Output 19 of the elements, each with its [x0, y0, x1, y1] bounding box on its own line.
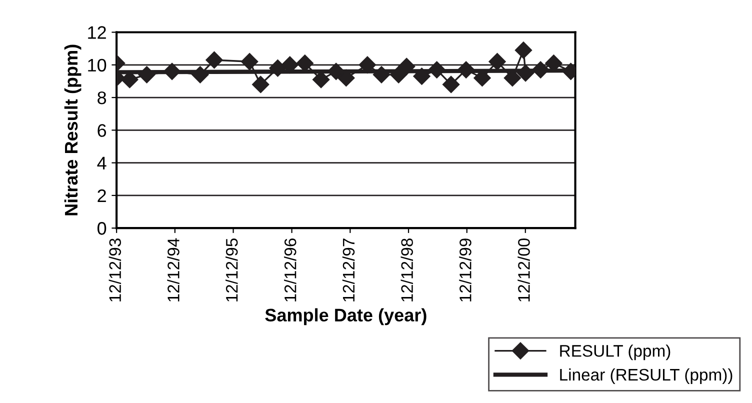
y-tick-label: 2 — [98, 189, 106, 202]
x-tick-label: 12/12/99 — [459, 238, 472, 302]
x-tick-label: 12/12/94 — [167, 238, 180, 302]
y-tick-label: 10 — [88, 58, 106, 72]
x-tick-label: 12/12/95 — [226, 238, 238, 302]
x-axis-title: Sample Date (year) — [265, 308, 426, 326]
x-tick-label: 12/12/98 — [400, 238, 413, 302]
x-tick-label: 12/12/93 — [108, 238, 122, 302]
x-tick-label: 12/12/97 — [342, 238, 355, 302]
y-tick-label: 4 — [97, 156, 106, 170]
legend-label: RESULT (ppm) — [560, 344, 670, 360]
y-tick-label: 8 — [98, 91, 106, 104]
x-tick-label: 12/12/96 — [284, 238, 296, 302]
legend-label: Linear (RESULT (ppm)) — [560, 368, 732, 384]
x-tick-label: 12/12/00 — [518, 238, 530, 302]
y-tick-label: 6 — [98, 124, 106, 137]
y-tick-label: 12 — [88, 26, 106, 39]
y-axis-title: Nitrate Result (ppm) — [64, 44, 82, 216]
y-tick-label: 0 — [98, 222, 106, 235]
